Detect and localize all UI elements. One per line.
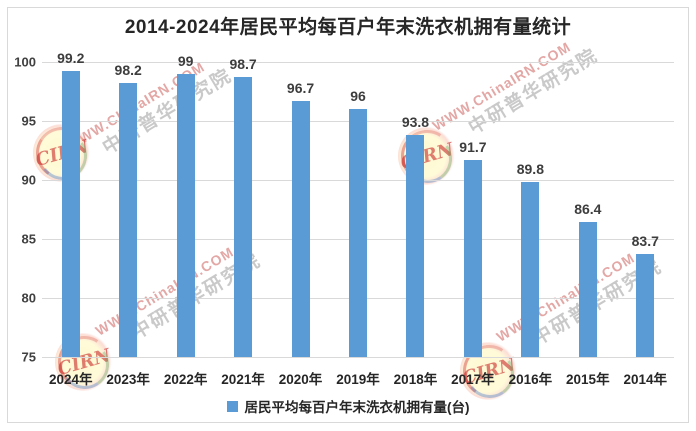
bar-2014年: [636, 254, 655, 357]
gridline: [42, 62, 674, 63]
bar-2017年: [463, 159, 482, 357]
bar-value-label: 86.4: [574, 201, 602, 218]
bar-value-label: 89.8: [516, 161, 544, 178]
bar-2023年: [119, 83, 138, 357]
x-axis-label: 2015年: [566, 372, 610, 387]
bar-2016年: [521, 182, 540, 357]
y-axis-tick-label: 85: [21, 231, 36, 247]
bar-value-label: 93.8: [401, 114, 430, 131]
plot-area: 100 95 90 85 80 75 99.2 2024年 98.2 2023年 99 2022年 98…: [14, 50, 674, 387]
bar-value-label: 99.2: [57, 50, 85, 67]
bar-2020年: [291, 100, 310, 357]
x-axis-label: 2019年: [336, 372, 380, 387]
x-axis-label: 2020年: [278, 372, 323, 387]
x-axis-label: 2016年: [508, 372, 553, 387]
y-axis-tick-label: 80: [21, 290, 36, 306]
bar-value-label: 83.7: [631, 233, 659, 250]
legend: 居民平均每百户年末洗衣机拥有量(台): [0, 396, 696, 416]
gridline: [42, 357, 674, 358]
bar-value-label: 96: [350, 88, 366, 105]
y-axis-tick-label: 100: [14, 54, 36, 70]
legend-swatch: [226, 400, 238, 412]
x-axis-label: 2022年: [163, 372, 208, 387]
bar-2018年: [406, 135, 425, 357]
bar-value-label: 91.7: [459, 138, 487, 155]
bar-2022年: [176, 73, 195, 357]
x-axis-label: 2018年: [393, 372, 438, 387]
y-axis-tick-label: 95: [21, 113, 36, 129]
y-axis-tick-label: 90: [21, 172, 36, 188]
legend-label: 居民平均每百户年末洗衣机拥有量(台): [244, 400, 470, 415]
x-axis-label: 2014年: [623, 372, 668, 387]
chart-title: 2014-2024年居民平均每百户年末洗衣机拥有量统计: [124, 17, 572, 38]
bar-value-label: 98.7: [229, 56, 257, 73]
bar-2021年: [234, 77, 253, 357]
bar-value-label: 99: [177, 52, 194, 69]
bar-value-label: 98.2: [114, 62, 142, 79]
bar-2024年: [61, 71, 80, 357]
bar-2019年: [349, 109, 367, 357]
x-axis-label: 2021年: [221, 372, 265, 387]
bar-2015年: [578, 222, 597, 357]
bar-value-label: 96.7: [286, 79, 315, 96]
x-axis-label: 2023年: [106, 372, 150, 387]
y-axis-tick-label: 75: [21, 349, 36, 365]
